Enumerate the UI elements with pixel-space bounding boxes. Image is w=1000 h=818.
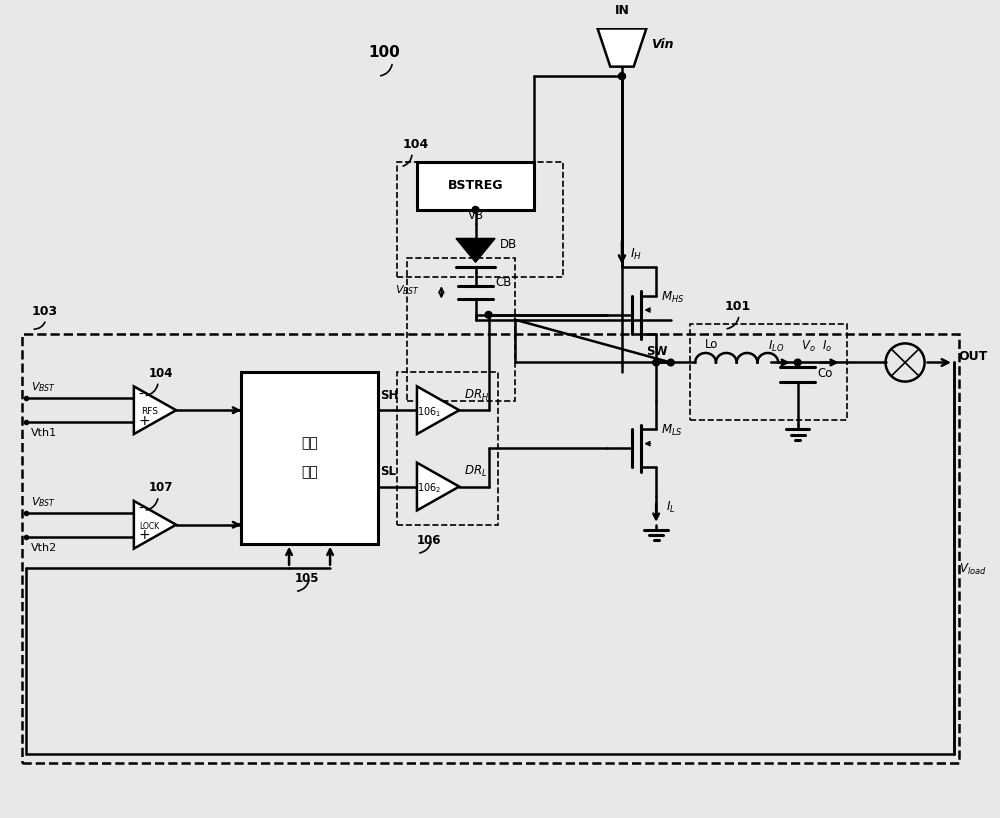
Polygon shape xyxy=(456,238,495,263)
Circle shape xyxy=(619,73,625,79)
Text: 103: 103 xyxy=(31,305,57,317)
Text: 控制: 控制 xyxy=(301,437,318,451)
Text: SL: SL xyxy=(380,465,396,478)
Text: CB: CB xyxy=(495,276,511,289)
FancyBboxPatch shape xyxy=(241,372,378,544)
Text: -: - xyxy=(139,388,144,402)
Polygon shape xyxy=(134,386,176,434)
Text: DB: DB xyxy=(500,238,517,251)
Text: +: + xyxy=(139,528,150,542)
Text: $I_o$: $I_o$ xyxy=(822,339,832,354)
Text: $I_H$: $I_H$ xyxy=(630,246,642,262)
Text: Vth2: Vth2 xyxy=(31,543,58,553)
Text: Vin: Vin xyxy=(651,38,674,51)
Text: +: + xyxy=(139,414,150,428)
Text: 107: 107 xyxy=(148,481,173,494)
Text: 106: 106 xyxy=(417,534,441,546)
Circle shape xyxy=(485,312,492,318)
Text: $106_1$: $106_1$ xyxy=(417,405,441,419)
Text: $V_o$: $V_o$ xyxy=(801,339,815,354)
Circle shape xyxy=(619,73,625,79)
Polygon shape xyxy=(417,386,459,434)
Text: LOCK: LOCK xyxy=(139,522,160,531)
Text: $DR_L$: $DR_L$ xyxy=(464,464,487,479)
Text: Lo: Lo xyxy=(705,338,718,351)
Text: BSTREG: BSTREG xyxy=(448,179,503,192)
FancyBboxPatch shape xyxy=(417,162,534,209)
Text: $I_L$: $I_L$ xyxy=(666,500,675,515)
Polygon shape xyxy=(134,501,176,549)
Text: Co: Co xyxy=(817,367,833,380)
Text: $106_2$: $106_2$ xyxy=(417,481,441,495)
Text: $V_{BST}$: $V_{BST}$ xyxy=(395,283,420,297)
Text: RFS: RFS xyxy=(141,407,158,416)
Text: 104: 104 xyxy=(402,137,429,151)
Circle shape xyxy=(794,359,801,366)
Text: $V_{BST}$: $V_{BST}$ xyxy=(31,380,56,394)
Polygon shape xyxy=(598,29,646,66)
Text: SW: SW xyxy=(646,345,668,357)
Circle shape xyxy=(667,359,674,366)
Text: $DR_H$: $DR_H$ xyxy=(464,388,489,402)
Text: 104: 104 xyxy=(148,366,173,380)
Circle shape xyxy=(653,359,660,366)
Text: OUT: OUT xyxy=(959,349,988,362)
Text: $M_{LS}$: $M_{LS}$ xyxy=(661,423,683,438)
Text: 模块: 模块 xyxy=(301,465,318,479)
Text: $V_{BST}$: $V_{BST}$ xyxy=(31,495,56,509)
Text: Vth1: Vth1 xyxy=(31,429,57,438)
Text: 100: 100 xyxy=(368,45,400,60)
Text: -: - xyxy=(139,502,144,516)
Polygon shape xyxy=(417,463,459,510)
Text: $V_{load}$: $V_{load}$ xyxy=(959,561,986,577)
Circle shape xyxy=(472,206,479,213)
Text: IN: IN xyxy=(615,4,629,17)
Text: SH: SH xyxy=(380,389,398,402)
Text: $I_{LO}$: $I_{LO}$ xyxy=(768,339,785,354)
Text: $M_{HS}$: $M_{HS}$ xyxy=(661,290,684,304)
Text: 101: 101 xyxy=(724,300,751,313)
Text: 105: 105 xyxy=(295,572,319,585)
Text: VB: VB xyxy=(467,209,484,222)
